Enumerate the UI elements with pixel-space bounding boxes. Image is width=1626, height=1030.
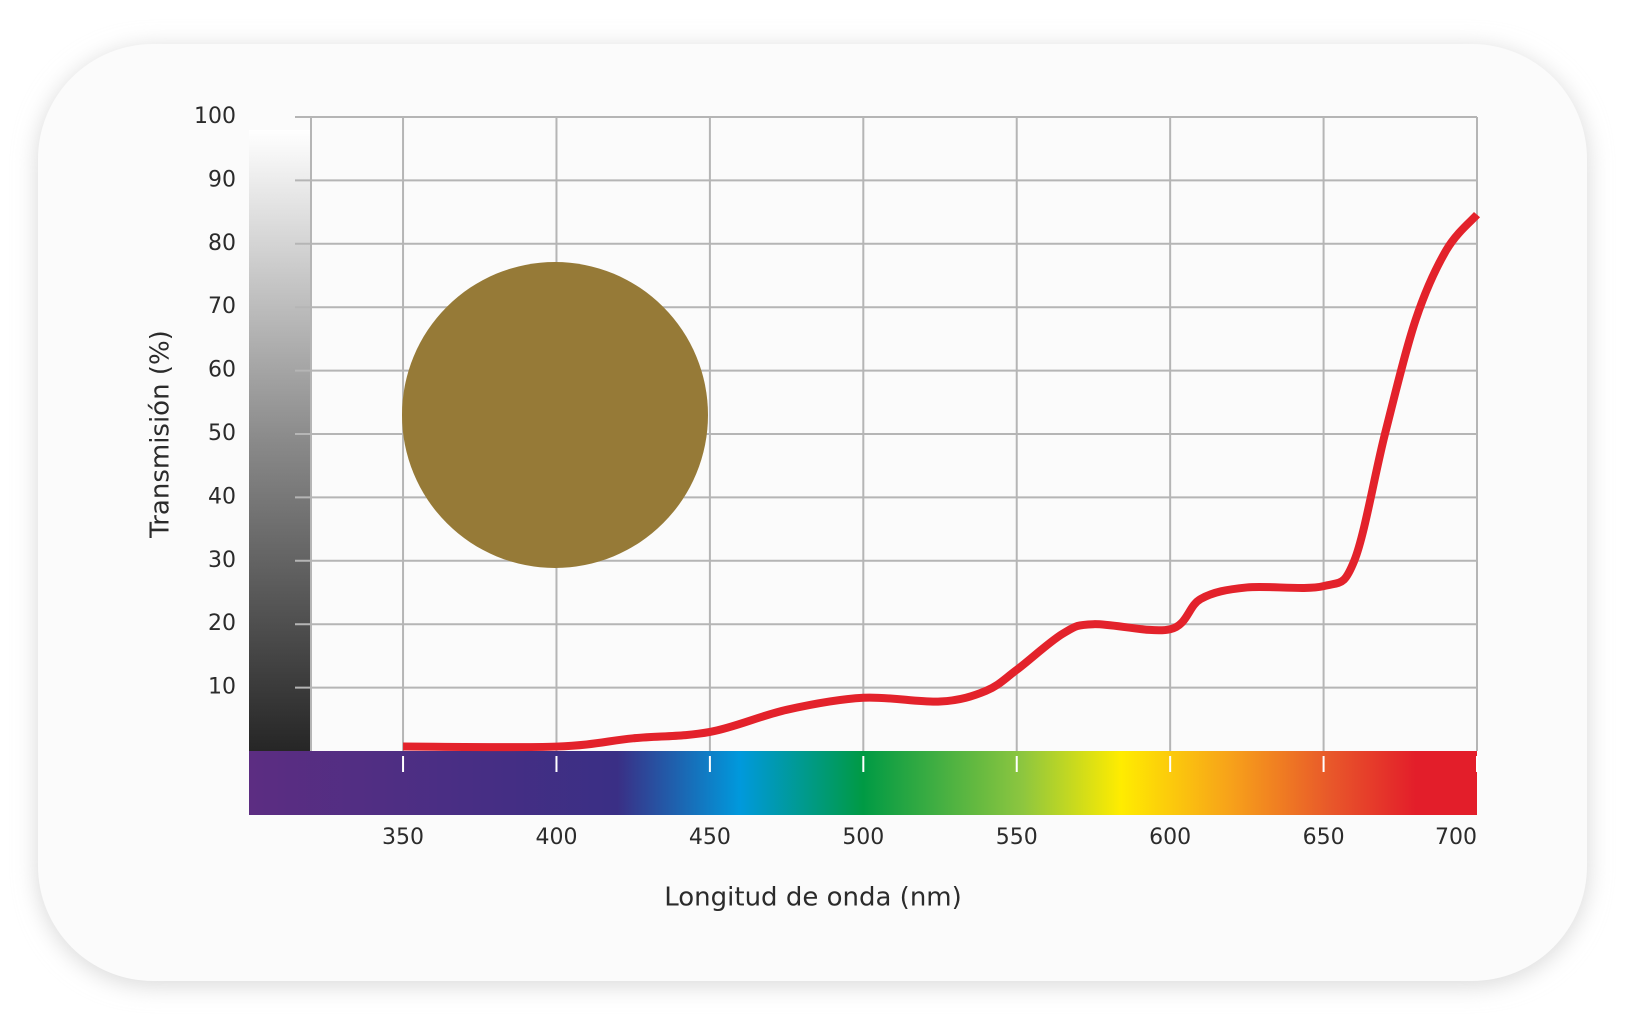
y-tick-label: 20 xyxy=(208,611,236,636)
marks xyxy=(403,211,1481,752)
y-tick-label: 50 xyxy=(208,421,236,446)
color-swatch xyxy=(402,262,708,568)
y-tick-label: 70 xyxy=(208,294,236,319)
y-axis-title: Transmisión (%) xyxy=(146,330,176,539)
x-tick-label: 550 xyxy=(996,825,1038,850)
x-tick-label: 400 xyxy=(535,825,577,850)
gray-scale xyxy=(249,130,311,751)
y-tick-label: 90 xyxy=(208,167,236,192)
y-tick-label: 100 xyxy=(194,104,236,129)
y-tick-label: 30 xyxy=(208,548,236,573)
x-tick-label: 700 xyxy=(1435,825,1477,850)
data-line xyxy=(403,211,1481,752)
x-tick-label: 450 xyxy=(689,825,731,850)
y-tick-label: 10 xyxy=(208,675,236,700)
y-tick-label: 40 xyxy=(208,484,236,509)
x-tick-label: 650 xyxy=(1303,825,1345,850)
x-tick-label: 500 xyxy=(842,825,884,850)
x-tick-label: 350 xyxy=(382,825,424,850)
x-axis-title: Longitud de onda (nm) xyxy=(664,883,962,913)
y-tick-label: 60 xyxy=(208,358,236,383)
y-tick-label: 80 xyxy=(208,231,236,256)
x-tick-label: 600 xyxy=(1149,825,1191,850)
